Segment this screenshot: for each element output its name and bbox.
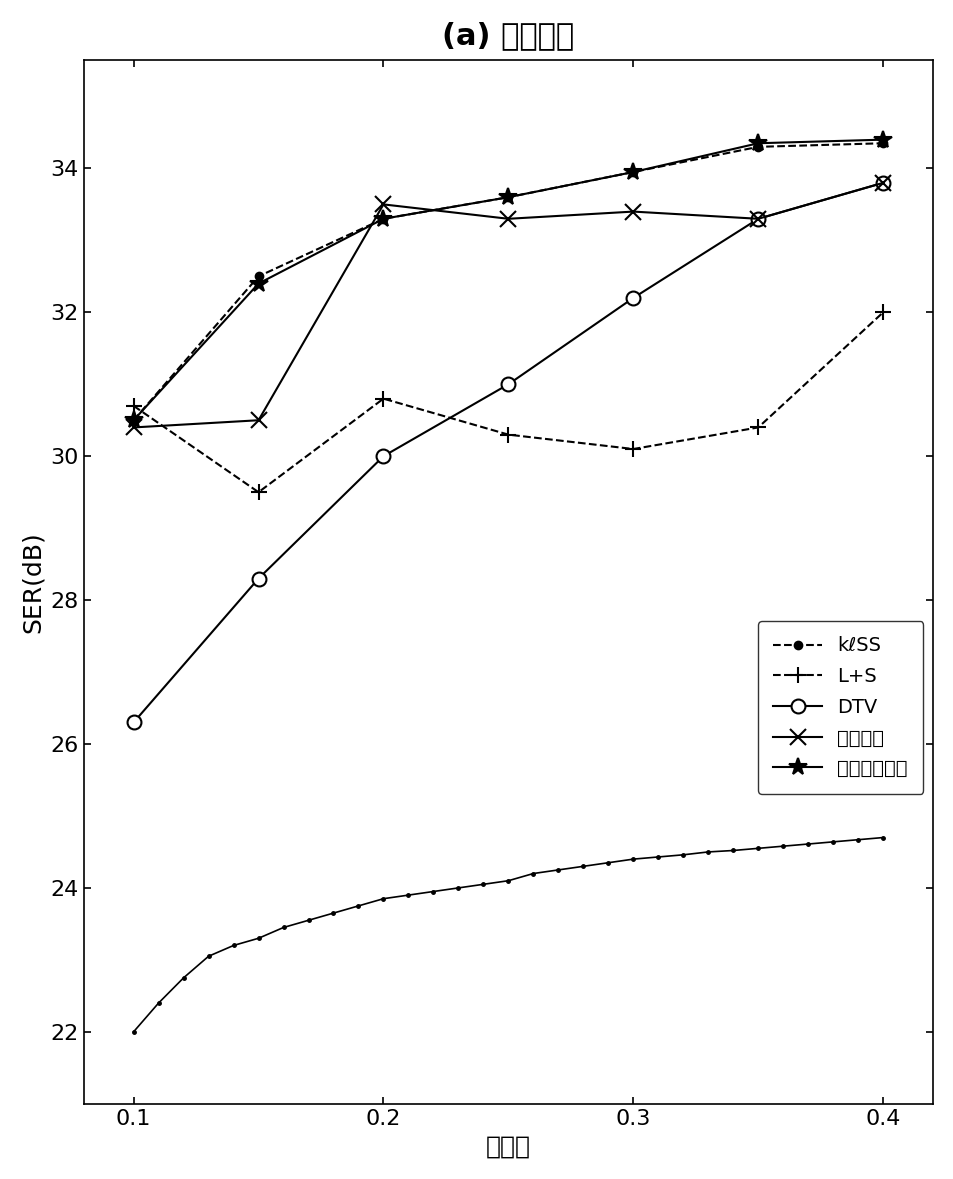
X-axis label: 采样率: 采样率: [485, 1134, 530, 1158]
Title: (a) 心脏灌注: (a) 心脏灌注: [442, 21, 574, 50]
Y-axis label: SER(dB): SER(dB): [21, 532, 45, 633]
Legend: kℓSS, L+S, DTV, 低秩张量, 本申请实施例: kℓSS, L+S, DTV, 低秩张量, 本申请实施例: [757, 621, 923, 793]
